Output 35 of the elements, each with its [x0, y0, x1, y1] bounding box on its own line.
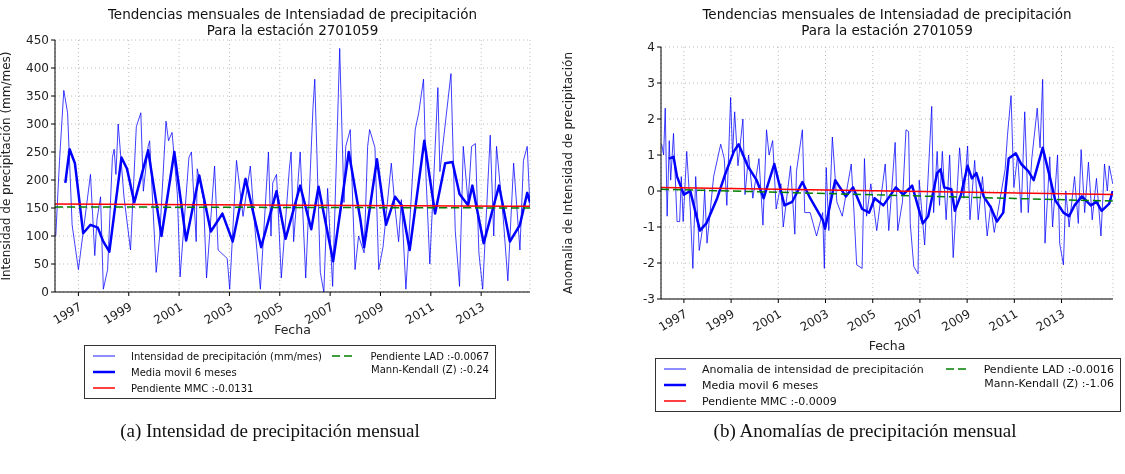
- y-tick-label: -3: [643, 292, 655, 307]
- y-axis-title: Intensidad de precipitación (mm/mes): [0, 51, 14, 281]
- y-tick-label: 3: [647, 76, 655, 91]
- text: Mann-Kendall (Z) :-0.24: [370, 364, 489, 377]
- legend-label: Pendiente MMC :-0.0131: [131, 382, 254, 394]
- y-tick-label: 2: [647, 112, 655, 127]
- text: (b) Anomalías de precipitación mensual: [712, 420, 1018, 442]
- x-axis-title: Fecha: [867, 338, 907, 353]
- legend-label: Media movil 6 meses: [131, 366, 237, 378]
- y-tick-label: 1: [647, 148, 655, 163]
- y-tick-label: 400: [26, 61, 49, 76]
- y-tick-label: 450: [26, 33, 49, 48]
- legend-label: Intensidad de precipitación (mm/mes): [131, 350, 322, 362]
- y-tick-label: -1: [643, 220, 655, 235]
- y-tick-label: 50: [33, 257, 49, 272]
- y-tick-label: 250: [26, 145, 49, 160]
- text: (a) Intensidad de precipitación mensual: [119, 420, 421, 442]
- legend-label: Anomalia de intensidad de precipitación: [702, 362, 924, 376]
- y-tick-label: 100: [26, 229, 49, 244]
- text: Mann-Kendall (Z) :-1.06: [983, 377, 1114, 392]
- y-tick-label: 350: [26, 89, 49, 104]
- legend-label: Pendiente MMC :-0.0009: [702, 394, 837, 408]
- y-tick-label: 0: [647, 184, 655, 199]
- legend-label: Pendiente LAD :-0.0016: [983, 362, 1114, 376]
- legend-label: Pendiente LAD :-0.0067: [370, 350, 489, 362]
- y-tick-label: -2: [643, 256, 655, 271]
- y-tick-label: 150: [26, 201, 49, 216]
- y-tick-label: 4: [647, 40, 655, 55]
- y-tick-label: 200: [26, 173, 49, 188]
- y-tick-label: 0: [41, 285, 49, 300]
- chart-title: Tendencias mensuales de Intensiadad de precipitación Para la estación 2701059: [106, 6, 479, 38]
- y-tick-label: 300: [26, 117, 49, 132]
- y-axis-title: Anomalia de Intensidad de precipitación: [561, 52, 576, 294]
- chart-title: Tendencias mensuales de Intensiadad de precipitación Para la estación 2701059: [701, 6, 1073, 38]
- legend-label: Media movil 6 meses: [702, 378, 819, 392]
